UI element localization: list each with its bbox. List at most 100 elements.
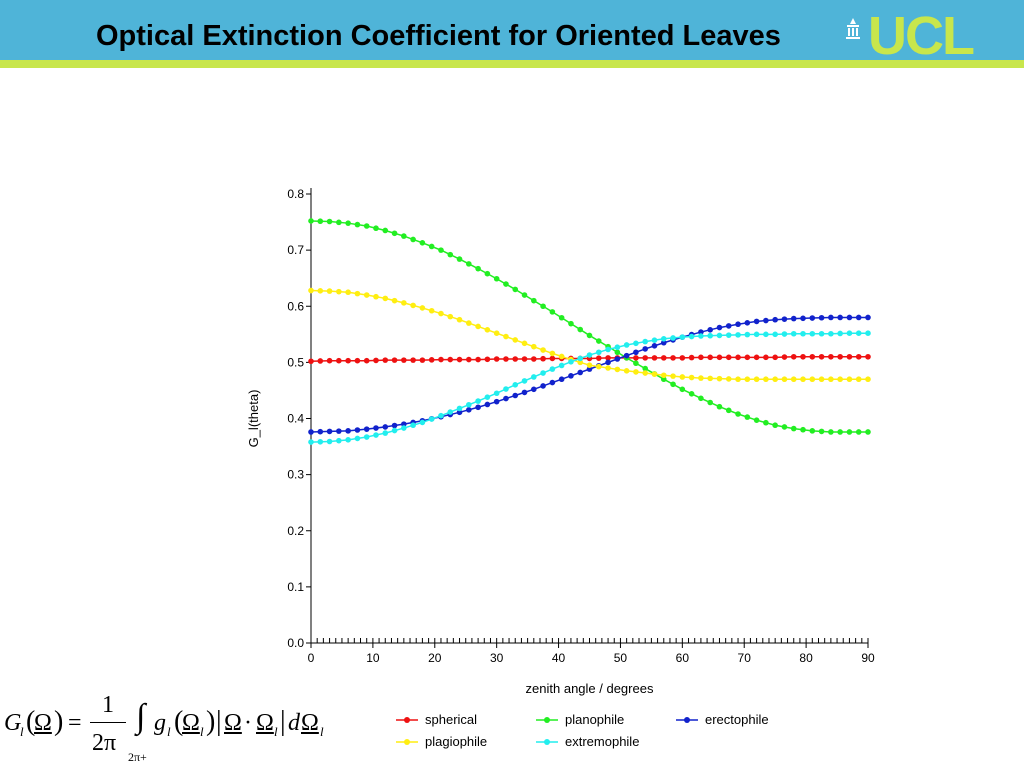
data-point (308, 358, 314, 365)
data-point (466, 401, 472, 408)
ucl-logo: UCL (868, 6, 975, 66)
y-tick-label: 0.5 (287, 355, 304, 369)
data-point (558, 376, 565, 383)
data-point (735, 411, 741, 417)
data-point (484, 401, 491, 408)
data-point (790, 353, 797, 360)
data-point (493, 398, 500, 405)
data-point (716, 403, 723, 410)
data-point (846, 429, 853, 435)
formula-sub-l-4: l (274, 724, 278, 739)
data-point (428, 243, 435, 250)
data-point (493, 390, 500, 397)
data-point (493, 356, 500, 362)
data-point (642, 370, 648, 376)
data-point (456, 316, 463, 323)
data-point (828, 429, 834, 435)
data-point (763, 419, 769, 426)
data-point (855, 376, 862, 383)
data-point (679, 374, 686, 380)
data-point (865, 330, 871, 336)
data-point (549, 350, 556, 357)
data-point (688, 333, 695, 340)
data-point (707, 332, 713, 339)
data-point (391, 297, 398, 304)
y-tick-label: 0.3 (287, 468, 304, 482)
data-point (670, 381, 676, 388)
data-point (586, 352, 593, 358)
data-point (753, 331, 760, 338)
data-point (837, 330, 843, 337)
data-point (382, 295, 389, 302)
data-point (438, 310, 444, 317)
data-point (586, 362, 593, 368)
data-point (744, 376, 751, 383)
data-point (475, 356, 481, 363)
data-point (623, 352, 630, 359)
data-point (503, 333, 509, 340)
data-point (781, 354, 788, 360)
data-point (475, 265, 481, 272)
x-axis-label: zenith angle / degrees (526, 681, 654, 696)
data-point (512, 337, 519, 343)
data-point (419, 357, 426, 363)
x-tick-label: 0 (308, 651, 315, 665)
data-point (846, 353, 853, 360)
data-point (790, 376, 797, 383)
data-point (809, 353, 816, 360)
data-point (484, 270, 491, 277)
data-point (763, 376, 769, 383)
data-point (549, 379, 556, 386)
extinction-coefficient-formula: G l ( Ω ) = 1 2π ∫ 2π+ g l ( Ω l ) | Ω ·… (4, 692, 344, 768)
data-point (670, 355, 676, 361)
data-point (642, 365, 648, 372)
data-point (660, 376, 667, 383)
data-point (345, 437, 351, 443)
data-point (568, 320, 574, 327)
data-point (521, 340, 528, 347)
data-point (735, 332, 741, 338)
data-point (382, 430, 389, 436)
data-point (391, 422, 398, 429)
data-point (772, 422, 778, 429)
y-axis-label: G_l(theta) (246, 390, 261, 448)
formula-sub-l: l (20, 724, 24, 739)
data-point (660, 355, 667, 361)
data-point (735, 354, 741, 361)
legend-item-plagiophile: plagiophile (396, 734, 487, 749)
data-point (354, 357, 361, 364)
data-point (716, 375, 723, 382)
formula-omega: Ω (34, 710, 52, 736)
data-point (493, 330, 500, 336)
data-point (642, 338, 648, 345)
formula-integral: ∫ (136, 698, 146, 735)
data-point (447, 251, 454, 258)
legend-label: erectophile (705, 712, 769, 727)
formula-lparen: ( (26, 706, 36, 737)
data-point (354, 427, 361, 433)
data-point (707, 399, 713, 406)
data-point (391, 427, 398, 434)
data-point (401, 421, 407, 427)
data-point (531, 374, 537, 380)
data-point (781, 331, 788, 337)
data-point (651, 355, 658, 361)
data-point (438, 247, 444, 253)
x-tick-label: 40 (552, 651, 566, 665)
data-point (679, 386, 686, 393)
data-point (679, 355, 686, 361)
data-point (512, 286, 519, 293)
data-point (725, 332, 732, 338)
data-point (456, 256, 463, 262)
data-point (345, 289, 351, 296)
legend-label: planophile (565, 712, 624, 727)
data-point (679, 334, 686, 340)
data-point (558, 314, 565, 321)
y-tick-label: 0.1 (287, 580, 304, 594)
data-point (865, 314, 871, 321)
data-point (447, 356, 454, 363)
data-point (744, 414, 751, 420)
data-point (698, 333, 704, 339)
data-point (605, 355, 611, 361)
data-point (363, 357, 370, 364)
